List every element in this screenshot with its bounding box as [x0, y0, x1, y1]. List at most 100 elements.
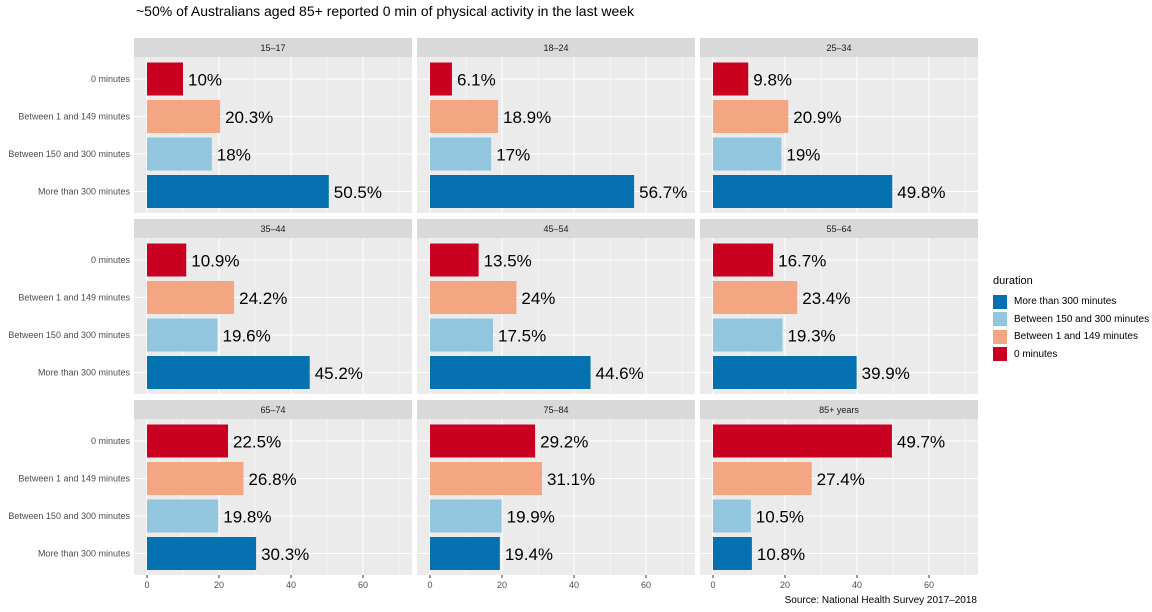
legend-key-0 [993, 347, 1007, 362]
bar-more-than-300-minutes [713, 175, 893, 208]
bar-value-label: 56.7% [639, 183, 687, 202]
facet-strip-label: 55–64 [826, 224, 851, 234]
bar-between-150-and-300-minutes [430, 318, 493, 352]
bar-0-minutes [147, 62, 183, 96]
bar-between-150-and-300-minutes [713, 499, 751, 533]
facet-strip [134, 400, 412, 419]
bar-value-label: 50.5% [334, 183, 382, 202]
y-tick-label: 0 minutes [91, 255, 131, 265]
bar-more-than-300-minutes [147, 537, 257, 570]
bar-value-label: 10.9% [191, 252, 239, 271]
legend-label: Between 150 and 300 minutes [1014, 313, 1150, 325]
facet-strip [700, 400, 978, 419]
y-tick-label: More than 300 minutes [38, 368, 131, 378]
bar-value-label: 10.8% [757, 545, 805, 564]
bar-0-minutes [147, 243, 187, 277]
facet-panel-15-17: 15–17 10%20.3% 18% 50.5% [134, 38, 412, 213]
facet-strip [417, 38, 695, 57]
legend-key-1-149 [993, 329, 1007, 344]
bar-value-label: 45.2% [315, 364, 363, 383]
facet-strip-label: 65–74 [260, 405, 285, 415]
bar-between-150-and-300-minutes [430, 499, 502, 533]
legend-label: 0 minutes [1014, 348, 1058, 360]
chart-title: ~50% of Australians aged 85+ reported 0 … [136, 3, 635, 19]
legend-item-0: 0 minutes [993, 346, 1149, 364]
legend-key-150-300 [993, 312, 1007, 327]
bar-between-150-and-300-minutes [147, 318, 218, 352]
bar-0-minutes [713, 424, 892, 458]
bar-0-minutes [713, 243, 774, 277]
facet-strip-label: 45–54 [543, 224, 568, 234]
bar-value-label: 18% [217, 146, 251, 165]
bar-value-label: 18.9% [503, 108, 551, 127]
y-tick-label: Between 1 and 149 minutes [18, 112, 130, 122]
y-tick-label: Between 150 and 300 minutes [8, 330, 130, 340]
facet-panel-55-64: 55–64 16.7% 23.4% 19.3% 39.9% [700, 219, 978, 394]
bar-between-150-and-300-minutes [147, 137, 212, 171]
bar-between-150-and-300-minutes [713, 137, 782, 171]
facet-panel-35-44: 35–44 10.9%24.2% 19.6% 45.2% [134, 219, 412, 394]
x-tick-label: 60 [641, 580, 651, 590]
bar-value-label: 49.8% [897, 183, 945, 202]
bar-between-1-and-149-minutes [713, 281, 798, 314]
bar-0-minutes [430, 424, 536, 458]
bar-value-label: 29.2% [540, 433, 588, 452]
bar-value-label: 24.2% [239, 289, 287, 308]
bar-value-label: 10.5% [756, 508, 804, 527]
bar-value-label: 10% [188, 71, 222, 90]
bar-more-than-300-minutes [147, 356, 310, 389]
facet-strip [700, 38, 978, 57]
y-tick-label: Between 150 and 300 minutes [8, 511, 130, 521]
bar-value-label: 16.7% [778, 252, 826, 271]
source-note: Source: National Health Survey 2017–2018 [784, 595, 977, 606]
bar-0-minutes [430, 62, 452, 96]
bar-value-label: 27.4% [817, 470, 865, 489]
x-tick-label: 60 [358, 580, 368, 590]
bar-value-label: 19.8% [223, 508, 271, 527]
bar-0-minutes [147, 424, 228, 458]
bar-more-than-300-minutes [430, 537, 500, 570]
bar-value-label: 49.7% [897, 433, 945, 452]
x-tick-label: 60 [924, 580, 934, 590]
legend-key-more-than-300 [993, 294, 1007, 309]
bar-value-label: 20.3% [225, 108, 273, 127]
bar-0-minutes [713, 62, 749, 96]
y-tick-label: Between 1 and 149 minutes [18, 474, 130, 484]
bar-value-label: 44.6% [596, 364, 644, 383]
facet-strip-label: 85+ years [819, 405, 859, 415]
x-tick-label: 40 [852, 580, 862, 590]
facet-strip-label: 25–34 [826, 43, 851, 53]
legend: duration More than 300 minutes Between 1… [993, 275, 1149, 363]
bar-value-label: 30.3% [261, 545, 309, 564]
facet-strip [417, 219, 695, 238]
bar-more-than-300-minutes [713, 356, 857, 389]
facet-panel-25-34: 25–34 9.8%20.9% 19% 49.8% [700, 38, 978, 213]
y-tick-label: More than 300 minutes [38, 187, 131, 197]
bar-value-label: 19% [786, 146, 820, 165]
bar-value-label: 17.5% [498, 327, 546, 346]
bar-value-label: 19.9% [507, 508, 555, 527]
legend-label: Between 1 and 149 minutes [1014, 331, 1138, 343]
facet-panel-45-54: 45–54 13.5% 24% 17.5% 44.6% [417, 219, 695, 394]
y-tick-label: More than 300 minutes [38, 549, 131, 559]
facet-panel-75-84: 75–84 29.2% 31.1% 19.9% 19.4% [417, 400, 695, 575]
bar-value-label: 17% [496, 146, 530, 165]
bar-value-label: 23.4% [802, 289, 850, 308]
bar-between-1-and-149-minutes [147, 100, 221, 133]
x-tick-label: 40 [569, 580, 579, 590]
y-tick-label: 0 minutes [91, 436, 131, 446]
bar-between-1-and-149-minutes [147, 281, 235, 314]
bar-more-than-300-minutes [713, 537, 752, 570]
facet-panel-18-24: 18–24 6.1% 18.9% 17% 56.7% [417, 38, 695, 213]
facet-strip [417, 400, 695, 419]
bar-value-label: 19.6% [223, 327, 271, 346]
x-tick-label: 0 [144, 580, 149, 590]
bar-between-1-and-149-minutes [430, 100, 499, 133]
bar-value-label: 19.4% [505, 545, 553, 564]
legend-label: More than 300 minutes [1014, 296, 1117, 308]
bar-value-label: 20.9% [793, 108, 841, 127]
x-tick-label: 40 [286, 580, 296, 590]
bar-value-label: 31.1% [547, 470, 595, 489]
bar-between-1-and-149-minutes [713, 462, 812, 495]
bar-more-than-300-minutes [147, 175, 329, 208]
